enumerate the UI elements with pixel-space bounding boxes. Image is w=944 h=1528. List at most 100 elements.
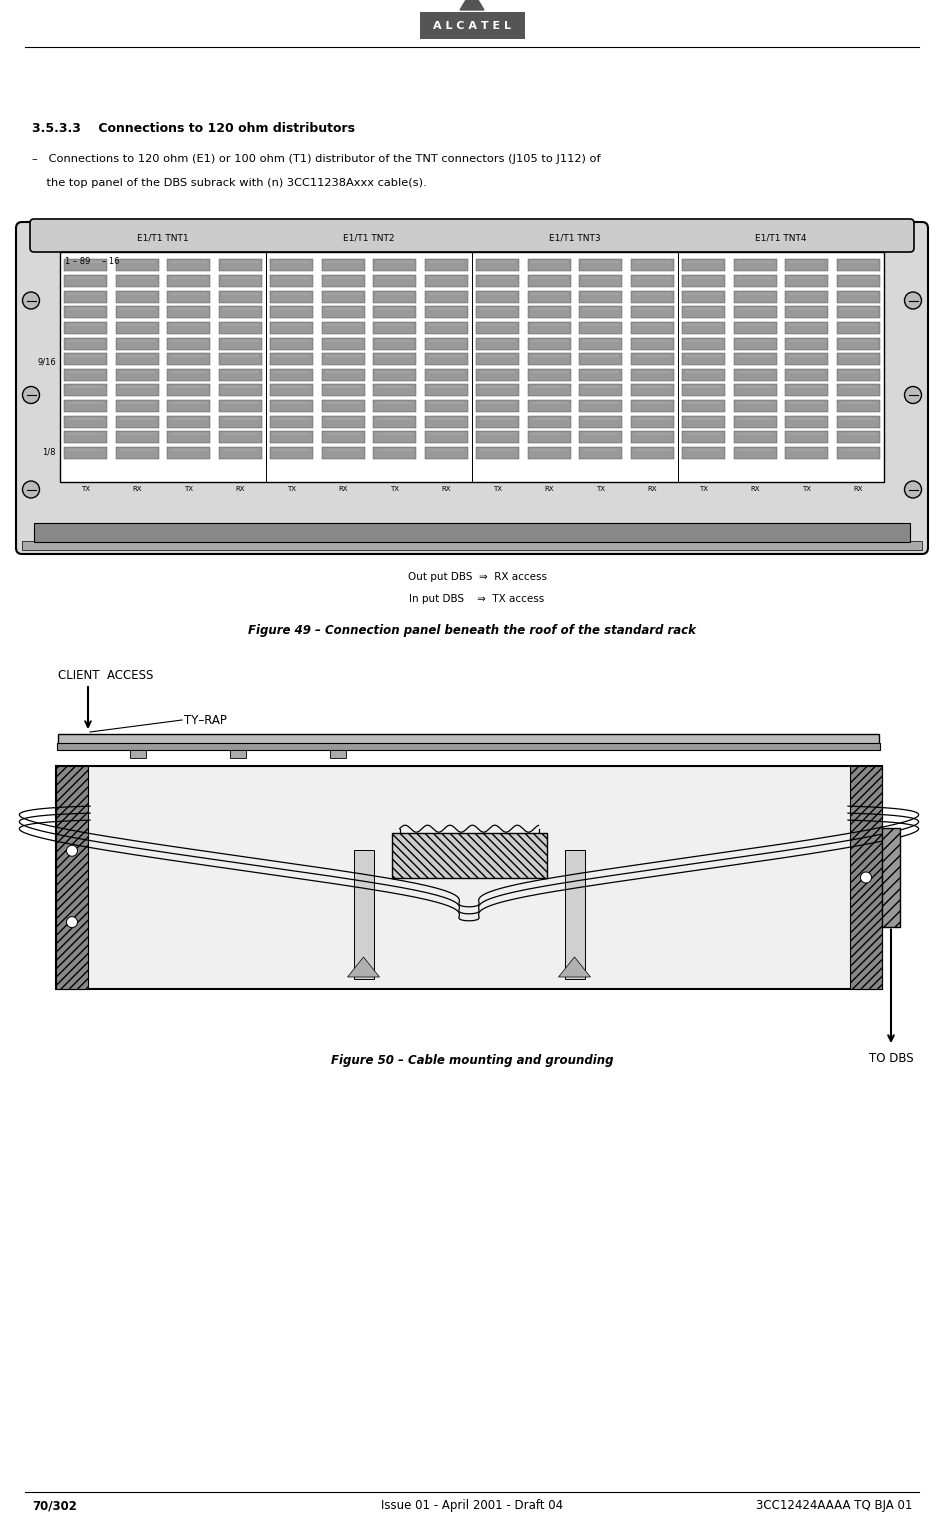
Bar xyxy=(22,541,922,550)
Bar xyxy=(425,353,468,365)
Bar xyxy=(64,448,108,458)
Bar xyxy=(115,385,159,396)
Text: TY–RAP: TY–RAP xyxy=(184,714,227,726)
Bar xyxy=(785,290,829,303)
Bar xyxy=(270,385,313,396)
Text: RX: RX xyxy=(648,486,657,492)
Bar xyxy=(631,368,674,380)
Circle shape xyxy=(23,387,40,403)
Circle shape xyxy=(23,292,40,309)
Text: 70/302: 70/302 xyxy=(32,1499,76,1513)
Bar xyxy=(322,431,365,443)
Circle shape xyxy=(904,481,921,498)
Bar xyxy=(56,766,882,989)
Bar xyxy=(167,385,211,396)
Text: 9/16: 9/16 xyxy=(37,358,56,367)
Bar xyxy=(425,290,468,303)
Bar xyxy=(579,385,622,396)
Bar xyxy=(322,368,365,380)
Bar xyxy=(373,306,416,318)
Bar xyxy=(167,400,211,413)
Bar xyxy=(322,260,365,272)
Bar xyxy=(476,290,519,303)
Bar xyxy=(167,431,211,443)
Circle shape xyxy=(904,292,921,309)
Bar xyxy=(270,338,313,350)
Text: 1 – 89: 1 – 89 xyxy=(65,257,91,266)
Bar xyxy=(373,431,416,443)
Circle shape xyxy=(861,872,871,883)
Bar xyxy=(270,416,313,428)
Bar xyxy=(733,448,777,458)
Bar xyxy=(425,400,468,413)
Bar xyxy=(579,448,622,458)
Bar xyxy=(322,353,365,365)
Bar xyxy=(373,322,416,335)
Bar xyxy=(579,368,622,380)
Text: Figure 49 – Connection panel beneath the roof of the standard rack: Figure 49 – Connection panel beneath the… xyxy=(248,623,696,637)
Bar xyxy=(476,260,519,272)
Bar xyxy=(322,416,365,428)
Text: TX: TX xyxy=(700,486,708,492)
Bar xyxy=(373,448,416,458)
Circle shape xyxy=(66,917,77,927)
Bar xyxy=(219,338,261,350)
Text: – 16: – 16 xyxy=(102,257,120,266)
Bar xyxy=(785,400,829,413)
Bar xyxy=(733,431,777,443)
Text: In put DBS    ⇒  TX access: In put DBS ⇒ TX access xyxy=(410,594,545,604)
FancyBboxPatch shape xyxy=(30,219,914,252)
Text: RX: RX xyxy=(545,486,554,492)
Bar xyxy=(579,338,622,350)
Bar xyxy=(425,260,468,272)
Bar xyxy=(167,338,211,350)
Bar xyxy=(322,322,365,335)
Bar xyxy=(115,448,159,458)
Bar xyxy=(34,523,910,542)
Bar xyxy=(425,306,468,318)
Text: Figure 50 – Cable mounting and grounding: Figure 50 – Cable mounting and grounding xyxy=(330,1054,614,1067)
Bar xyxy=(631,306,674,318)
Bar xyxy=(373,353,416,365)
Bar xyxy=(836,260,880,272)
Bar xyxy=(631,431,674,443)
Bar xyxy=(58,733,879,744)
Bar xyxy=(631,338,674,350)
FancyBboxPatch shape xyxy=(16,222,928,555)
Bar xyxy=(425,416,468,428)
Text: E1/T1 TNT1: E1/T1 TNT1 xyxy=(137,232,189,241)
Bar xyxy=(579,400,622,413)
Bar xyxy=(64,275,108,287)
Bar xyxy=(733,275,777,287)
Bar xyxy=(528,322,571,335)
Bar xyxy=(219,448,261,458)
Bar xyxy=(64,431,108,443)
Bar xyxy=(167,448,211,458)
Bar xyxy=(115,260,159,272)
Bar xyxy=(836,306,880,318)
Bar xyxy=(836,322,880,335)
Bar xyxy=(476,353,519,365)
Bar xyxy=(57,743,880,750)
Bar xyxy=(115,400,159,413)
Bar xyxy=(836,275,880,287)
Bar xyxy=(219,416,261,428)
Bar xyxy=(631,260,674,272)
Bar xyxy=(528,448,571,458)
Bar xyxy=(230,750,246,758)
Bar xyxy=(836,290,880,303)
Bar xyxy=(683,290,725,303)
Bar xyxy=(476,322,519,335)
Bar xyxy=(167,353,211,365)
Text: –   Connections to 120 ohm (E1) or 100 ohm (T1) distributor of the TNT connector: – Connections to 120 ohm (E1) or 100 ohm… xyxy=(32,154,600,163)
Bar xyxy=(270,448,313,458)
Bar xyxy=(270,290,313,303)
Bar xyxy=(270,306,313,318)
Bar xyxy=(219,400,261,413)
Bar xyxy=(373,400,416,413)
Text: RX: RX xyxy=(750,486,760,492)
Bar xyxy=(115,353,159,365)
Circle shape xyxy=(23,481,40,498)
Bar xyxy=(322,400,365,413)
Bar xyxy=(64,416,108,428)
